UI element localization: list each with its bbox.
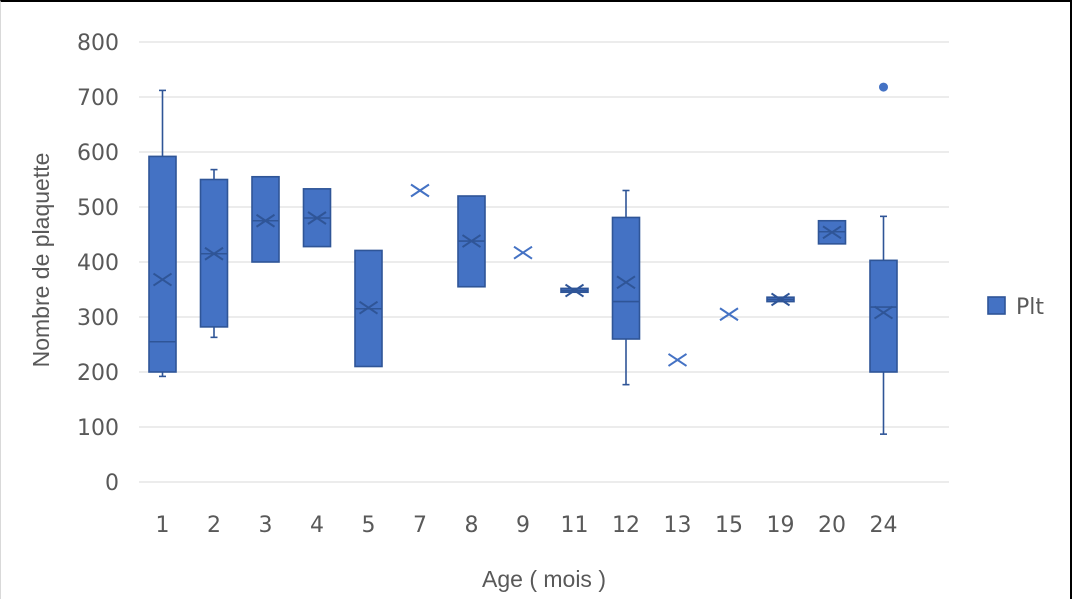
legend-swatch — [987, 296, 1006, 315]
mean-marker-stroke-b — [152, 272, 173, 287]
mean-marker-stroke-b — [358, 300, 379, 315]
y-tick-label: 0 — [105, 471, 119, 496]
mean-marker-stroke-b — [204, 246, 224, 261]
box-4 — [302, 188, 332, 248]
legend: Plt — [987, 295, 1044, 320]
box-8 — [457, 195, 486, 288]
x-tick-label: 19 — [767, 513, 795, 538]
y-tick-label: 200 — [77, 361, 119, 386]
box-19 — [766, 292, 795, 307]
mean-marker-stroke-b — [461, 234, 482, 248]
x-tick-label: 2 — [207, 513, 221, 538]
box-12 — [611, 189, 641, 386]
box-iqr — [869, 259, 898, 373]
x-tick-label: 9 — [516, 513, 530, 538]
x-tick-label: 20 — [818, 513, 846, 538]
y-tick-label: 600 — [77, 141, 119, 166]
x-axis-title: Age ( mois ) — [482, 566, 606, 592]
y-tick-label: 800 — [77, 31, 119, 56]
box-iqr — [611, 216, 641, 340]
mean-marker-stroke-b — [255, 213, 276, 228]
x-tick-label: 13 — [664, 513, 692, 538]
y-tick-label: 400 — [77, 251, 119, 276]
y-tick-label: 300 — [77, 306, 119, 331]
x-tick-label: 5 — [362, 513, 376, 538]
mean-marker-stroke-b — [616, 275, 636, 290]
mean-marker-stroke-b — [719, 307, 739, 322]
mean-marker-stroke-b — [770, 292, 791, 307]
box-15 — [719, 307, 739, 322]
legend-label: Plt — [1016, 295, 1044, 320]
box-9 — [513, 245, 533, 260]
x-tick-label: 7 — [413, 513, 427, 538]
mean-marker-stroke-b — [564, 283, 585, 298]
y-axis-title: Nombre de plaquette — [28, 153, 54, 368]
box-5 — [354, 249, 383, 368]
mean-marker-stroke-b — [307, 211, 327, 225]
box-13 — [667, 353, 688, 367]
y-tick-label: 100 — [77, 416, 119, 441]
x-tick-label: 1 — [156, 513, 170, 538]
y-tick-label: 700 — [77, 86, 119, 111]
box-iqr — [148, 155, 177, 373]
x-tick-label: 12 — [612, 513, 640, 538]
mean-marker-stroke-b — [410, 183, 430, 198]
box-20 — [817, 219, 847, 245]
box-series — [148, 82, 898, 435]
box-11 — [560, 283, 589, 298]
x-tick-label: 3 — [259, 513, 273, 538]
x-tick-label: 8 — [465, 513, 479, 538]
box-7 — [410, 183, 430, 198]
x-axis-ticks: 1 2 3 4 5 7 8 9 11 12 13 15 19 20 24 — [156, 513, 898, 538]
outlier-point — [879, 82, 888, 92]
box-1 — [148, 89, 177, 378]
mean-marker-stroke-b — [822, 225, 842, 240]
x-tick-label: 24 — [870, 513, 898, 538]
box-iqr — [251, 175, 280, 263]
x-tick-label: 11 — [561, 513, 589, 538]
x-tick-label: 15 — [715, 513, 743, 538]
mean-marker-stroke-b — [513, 245, 533, 260]
y-axis-ticks: 0 100 200 300 400 500 600 700 800 — [77, 31, 119, 496]
mean-marker-stroke-b — [873, 305, 894, 320]
mean-marker-stroke-b — [667, 353, 688, 367]
box-2 — [199, 168, 229, 339]
box-24 — [869, 82, 898, 435]
box-3 — [251, 175, 280, 263]
x-tick-label: 4 — [310, 513, 324, 538]
y-tick-label: 500 — [77, 196, 119, 221]
